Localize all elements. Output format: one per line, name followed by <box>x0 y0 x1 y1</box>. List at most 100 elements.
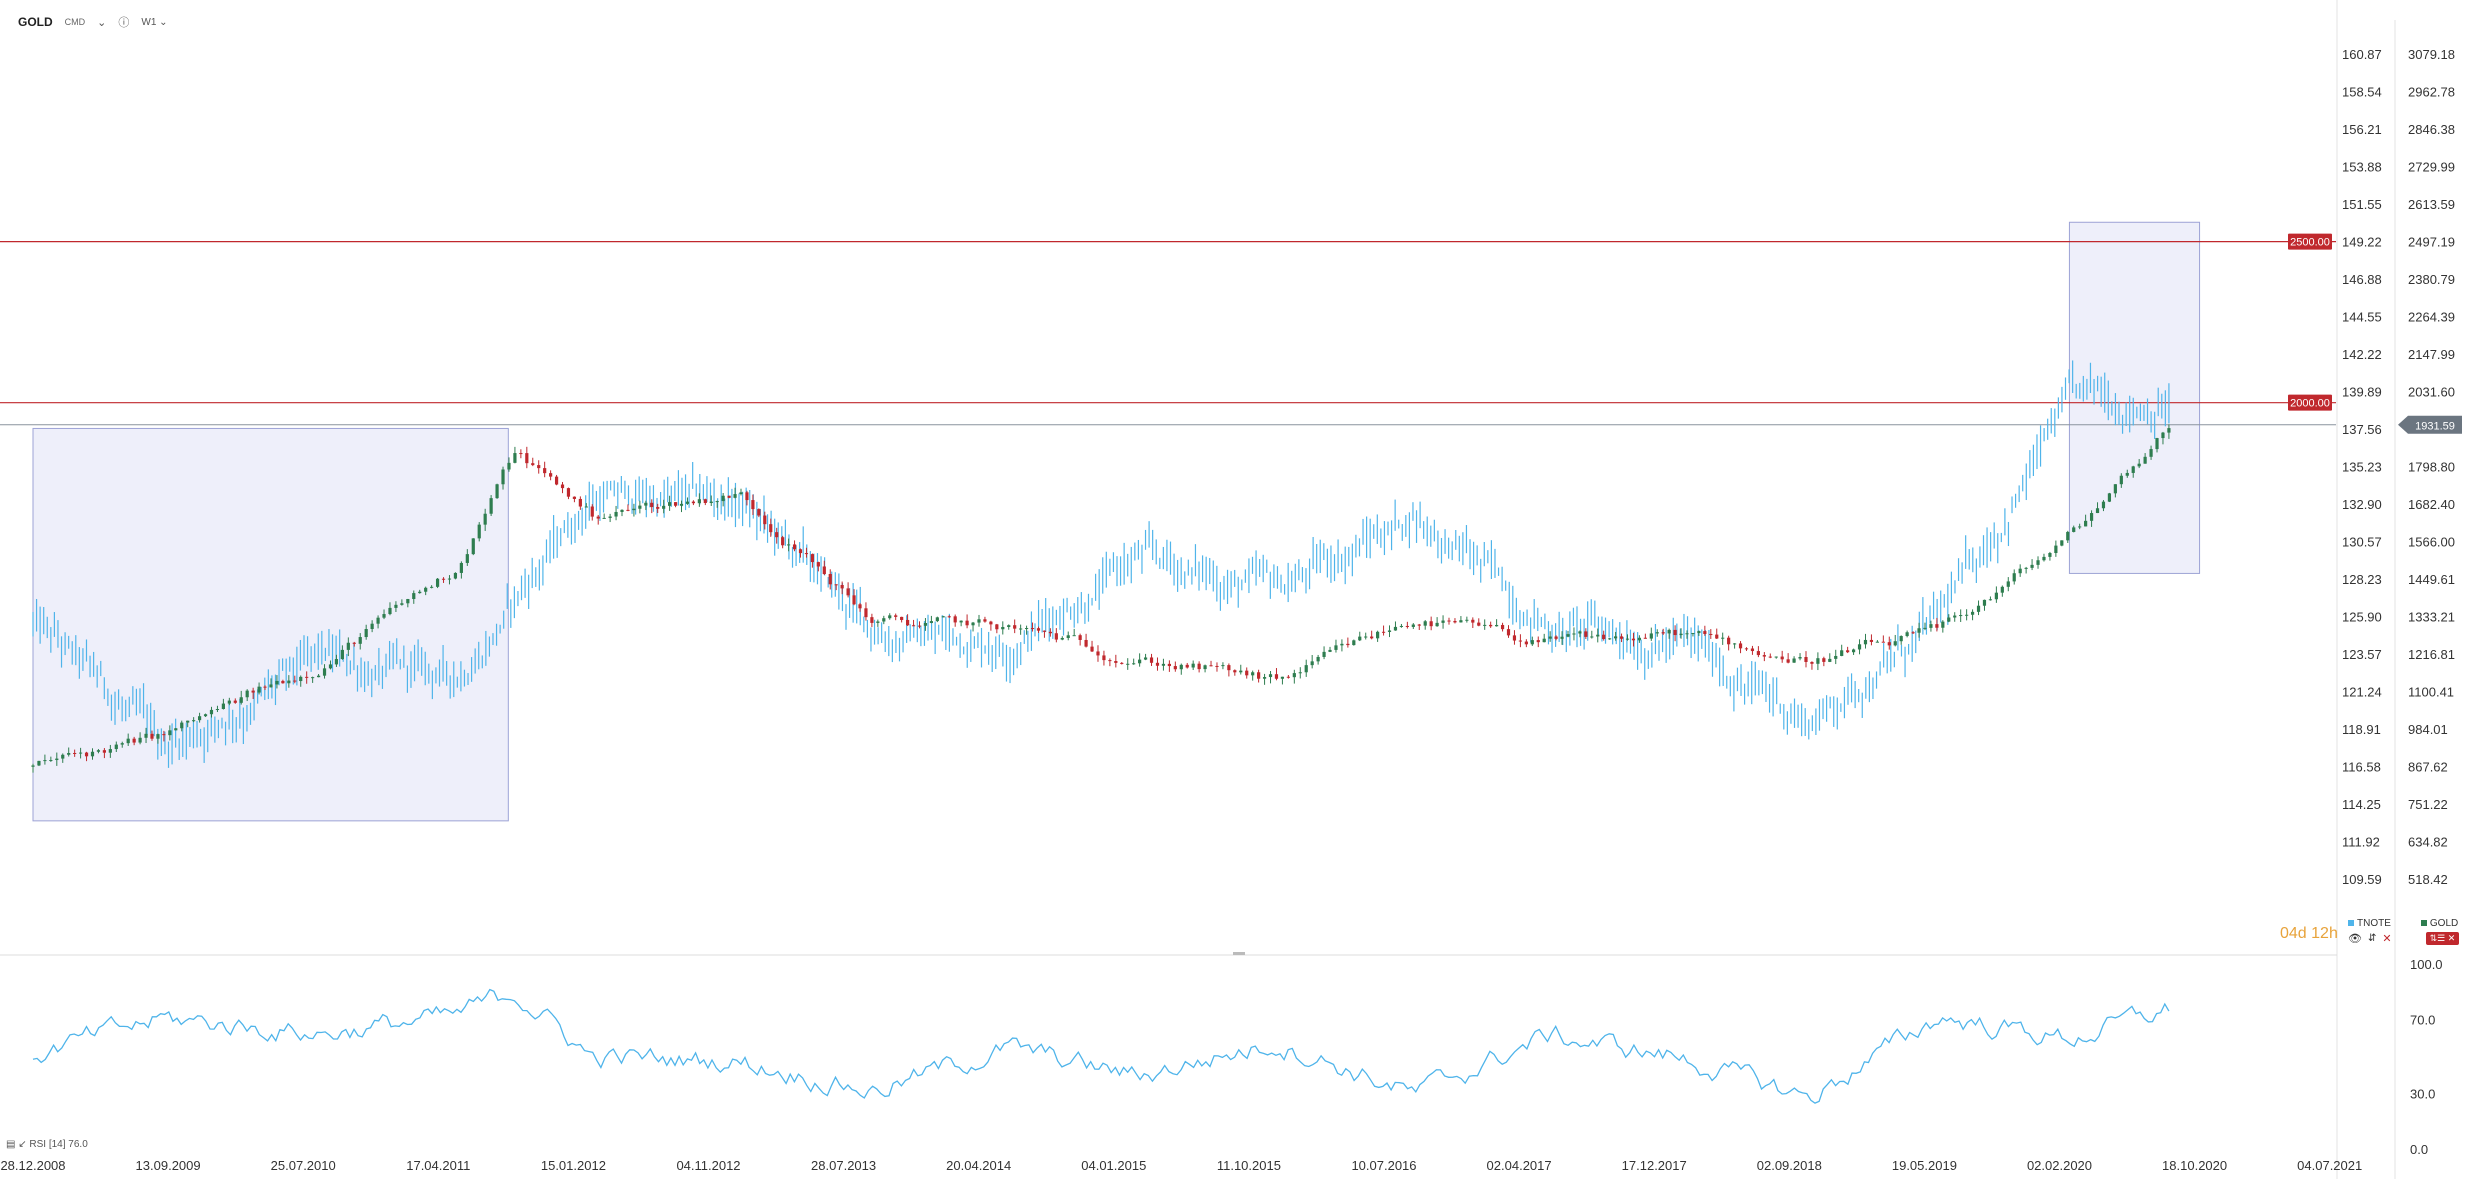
gold-candle <box>1590 636 1594 638</box>
gold-candle <box>168 730 172 736</box>
gold-candle <box>1798 657 1802 659</box>
gold-candle <box>620 509 624 512</box>
gold-candle <box>1257 672 1261 679</box>
gold-candle <box>37 760 41 766</box>
gold-candle <box>2084 520 2088 527</box>
gold-candle <box>1346 643 1350 646</box>
gold-candle <box>852 595 856 605</box>
gold-candle <box>1905 632 1909 637</box>
right-axis-tick: 1100.41 <box>2408 685 2454 700</box>
gold-candle <box>269 684 273 688</box>
left-axis-tick: 151.55 <box>2342 197 2382 212</box>
left-axis-tick: 132.90 <box>2342 497 2382 512</box>
gold-candle <box>126 738 130 744</box>
gold-candle <box>1655 632 1659 634</box>
gold-candle <box>394 604 398 608</box>
gold-candle <box>441 578 446 580</box>
gold-candle <box>1274 674 1279 679</box>
symbol-name[interactable]: GOLD <box>18 15 53 29</box>
gold-candle <box>1518 640 1523 642</box>
gold-candle <box>578 498 582 507</box>
gold-candle <box>1917 628 1921 633</box>
info-icon[interactable]: ⓘ <box>118 17 130 29</box>
gold-candle <box>745 492 749 501</box>
gold-candle <box>870 617 874 623</box>
close-icon[interactable]: ✕ <box>2382 933 2392 945</box>
rsi-axis[interactable]: 100.0 70.0 30.0 0.0 <box>2410 957 2443 1157</box>
gold-candle <box>43 760 47 762</box>
gold-candle <box>733 494 737 498</box>
gold-candle <box>186 720 190 723</box>
gold-candle <box>424 587 428 592</box>
gold-candle <box>1828 658 1832 662</box>
gold-candle <box>203 714 208 717</box>
gold-candle <box>1292 673 1296 678</box>
gold-candle <box>1899 636 1903 642</box>
gold-candle <box>590 506 594 517</box>
gold-candle <box>941 616 945 618</box>
gold-candle <box>2060 540 2064 546</box>
horizontal-levels[interactable] <box>0 240 2336 426</box>
gold-candle <box>923 622 928 626</box>
gold-candle <box>1643 637 1647 639</box>
reorder-icon[interactable]: ⇵ <box>2367 933 2377 944</box>
rsi-indicator-label[interactable]: ▤ ↙ RSI [14] 76.0 <box>6 1139 88 1150</box>
gold-candle <box>965 620 969 626</box>
gold-candle <box>257 686 261 693</box>
gold-candle <box>1191 663 1195 668</box>
gold-series-settings[interactable]: ⇅☰ ✕ <box>2425 932 2460 945</box>
tag-level-2000: 2000.00 <box>2290 398 2330 410</box>
timeframe-selector[interactable]: W1 ⌄ <box>141 16 168 28</box>
gold-candle <box>1524 641 1528 645</box>
left-price-axis[interactable]: 160.87 158.54 156.21 153.88 151.55 149.22 146.… <box>2342 47 2382 887</box>
gold-candle <box>340 649 344 660</box>
gold-candle <box>299 676 303 682</box>
eye-icon[interactable]: 👁 <box>2348 933 2362 945</box>
right-axis-tick: 1798.80 <box>2408 460 2455 475</box>
time-axis[interactable]: 28.12.2008 13.09.2009 25.07.2010 17.04.2011… <box>0 1158 2362 1173</box>
left-axis-tick: 116.58 <box>2342 760 2381 775</box>
gold-candle <box>49 760 53 762</box>
panel-resize-handle[interactable] <box>1233 952 1245 955</box>
gold-candle <box>1340 643 1344 646</box>
gold-candle <box>769 524 773 533</box>
gold-candle <box>2042 556 2046 561</box>
gold-candle <box>1697 631 1701 634</box>
left-axis-tick: 135.23 <box>2342 460 2382 475</box>
gold-candle <box>882 618 886 622</box>
gold-candle <box>2161 432 2165 439</box>
gold-candle <box>1108 660 1112 662</box>
timer-days: 04 <box>2280 925 2298 942</box>
gold-candle <box>328 664 333 669</box>
gold-candle <box>1560 636 1564 639</box>
time-axis-tick: 15.01.2012 <box>541 1158 606 1173</box>
legend-gold[interactable]: GOLD <box>2420 918 2458 929</box>
legend-tnote[interactable]: TNOTE <box>2348 918 2391 929</box>
gold-candle <box>1619 636 1624 639</box>
gold-candle <box>763 515 767 525</box>
gold-candle <box>1441 620 1445 623</box>
gold-candle <box>1768 656 1772 658</box>
time-axis-tick: 04.07.2021 <box>2297 1158 2362 1173</box>
gold-candle <box>876 621 880 623</box>
gold-candle <box>983 619 987 622</box>
timer-hours-unit: h <box>2328 925 2338 942</box>
gold-candle <box>1554 636 1558 639</box>
gold-candle <box>1994 592 1998 600</box>
gold-candle <box>358 637 362 644</box>
gold-candle <box>608 516 612 518</box>
gold-candle <box>1084 639 1088 647</box>
gold-candle <box>697 499 701 504</box>
annotation-rectangles[interactable] <box>32 221 2201 822</box>
gold-candle <box>513 453 517 463</box>
right-price-axis[interactable]: 3079.18 2962.78 2846.38 2729.99 2613.59 2497.… <box>2408 47 2455 887</box>
chevron-down-icon[interactable]: ⌄ <box>97 16 107 29</box>
gold-candle <box>1173 666 1177 670</box>
chart-toolbar: GOLD CMD ⌄ ⓘ W1 ⌄ <box>0 0 618 44</box>
gold-candle <box>715 501 719 503</box>
gold-candle <box>1197 663 1201 670</box>
time-axis-tick: 17.12.2017 <box>1622 1158 1687 1173</box>
gold-candle <box>1387 630 1392 632</box>
gold-candle <box>1512 635 1517 641</box>
